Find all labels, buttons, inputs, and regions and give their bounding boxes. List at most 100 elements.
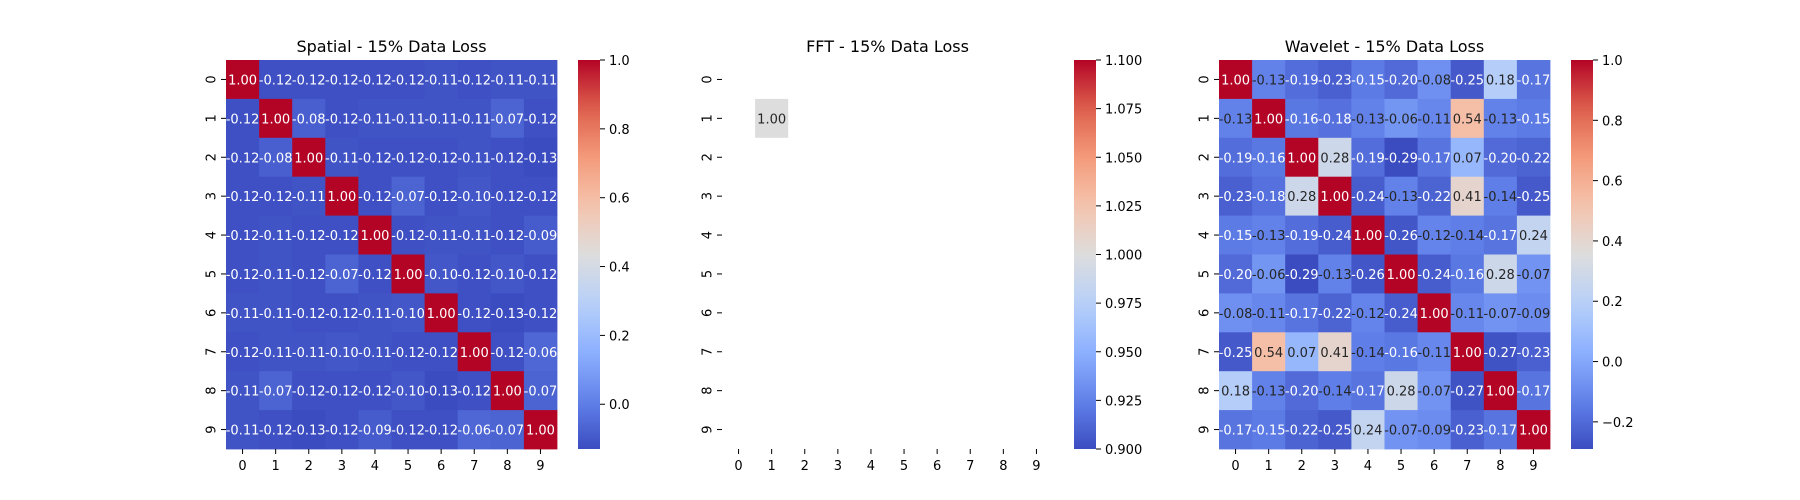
cell-label: -0.17 [1484, 424, 1518, 439]
cell-label: -0.12 [325, 112, 359, 127]
cell-label: -0.12 [325, 307, 359, 322]
colorbar-tick-label: 0.4 [1602, 235, 1623, 250]
heatmap-cell [1483, 60, 1518, 100]
cell-label: -0.22 [1285, 424, 1319, 439]
heatmap-cell [226, 176, 260, 216]
heatmap-cell [358, 60, 392, 100]
heatmap-cell [1417, 371, 1452, 411]
heatmap-cell [523, 176, 558, 216]
heatmap-cell [1219, 215, 1253, 255]
heatmap-cell [325, 137, 359, 178]
cell-label: -0.13 [1252, 73, 1286, 88]
heatmap-cell [490, 176, 525, 216]
cell-label: 0.54 [1254, 346, 1283, 361]
cell-label: -0.12 [424, 346, 458, 361]
heatmap-cell [358, 137, 392, 178]
cell-label: -0.23 [1318, 73, 1352, 88]
heatmap-cell [523, 137, 558, 178]
heatmap-cell [259, 371, 293, 411]
cell-label: -0.20 [1484, 151, 1518, 166]
cell-label: 1.00 [493, 385, 522, 400]
colorbar [1074, 60, 1096, 449]
heatmap-cell [1219, 293, 1253, 333]
heatmap-cell [490, 332, 525, 372]
heatmap-cell [325, 60, 359, 100]
heatmap-cell [1483, 293, 1518, 333]
cell-label: -0.17 [1417, 151, 1451, 166]
heatmap-cell [1384, 410, 1418, 450]
cell-label: -0.25 [1318, 424, 1352, 439]
cell-label: -0.22 [1318, 307, 1352, 322]
cell-label: 0.07 [1453, 151, 1482, 166]
heatmap-cell [1219, 176, 1253, 216]
y-tick-label: 2 [1198, 153, 1213, 161]
cell-label: -0.13 [491, 307, 525, 322]
cell-label: -0.12 [1351, 307, 1385, 322]
cell-label: -0.13 [1252, 385, 1286, 400]
cell-label: 1.00 [1254, 112, 1283, 127]
heatmap-cell [1219, 254, 1253, 294]
heatmap-cell [292, 371, 326, 411]
heatmap-cell [391, 215, 425, 255]
heatmap-cell [325, 332, 359, 372]
cell-label: -0.17 [1517, 73, 1551, 88]
x-tick-label: 3 [338, 459, 346, 474]
heatmap-cell [490, 215, 525, 255]
cell-label: 0.24 [1519, 229, 1548, 244]
cell-label: -0.11 [259, 229, 293, 244]
cell-label: -0.17 [1285, 307, 1319, 322]
cell-label: -0.12 [391, 73, 425, 88]
cell-label: -0.23 [1450, 424, 1484, 439]
heatmap-cell [1219, 410, 1253, 450]
cell-label: -0.12 [358, 73, 392, 88]
heatmap-cell [1252, 332, 1286, 372]
cell-label: 1.00 [1420, 307, 1449, 322]
x-tick-label: 8 [503, 459, 511, 474]
heatmap-cell [1450, 176, 1485, 216]
cell-label: -0.10 [391, 385, 425, 400]
cell-label: -0.11 [259, 346, 293, 361]
y-tick-label: 3 [205, 192, 220, 200]
cell-label: -0.19 [1285, 73, 1319, 88]
x-tick-label: 6 [437, 459, 445, 474]
cell-label: -0.12 [325, 229, 359, 244]
heatmap-cell [292, 60, 326, 100]
cell-label: -0.13 [1318, 268, 1352, 283]
cell-label: -0.10 [325, 346, 359, 361]
cell-label: -0.12 [457, 268, 491, 283]
heatmap-cell [1252, 254, 1286, 294]
heatmap-cell [1285, 215, 1319, 255]
heatmap-cell [226, 215, 260, 255]
heatmap-cell [259, 98, 293, 139]
heatmap-cell [1417, 215, 1452, 255]
x-tick-label: 5 [900, 459, 908, 474]
cell-label: -0.11 [259, 307, 293, 322]
heatmap-cell [1318, 176, 1352, 216]
heatmap-cell [325, 176, 359, 216]
heatmap-cell [1351, 98, 1385, 139]
heatmap-cell [391, 332, 425, 372]
cell-label: -0.11 [1417, 346, 1451, 361]
cell-label: -0.09 [358, 424, 392, 439]
heatmap-cell [1516, 137, 1551, 178]
heatmap-cell [226, 60, 260, 100]
heatmap-cell [424, 98, 459, 139]
colorbar-tick-label: 0.4 [609, 261, 630, 276]
cell-label: -0.22 [1517, 151, 1551, 166]
heatmap-cell [1483, 254, 1518, 294]
cell-label: -0.20 [1219, 268, 1253, 283]
cell-label: -0.11 [292, 346, 326, 361]
cell-label: -0.29 [1285, 268, 1319, 283]
heatmap-cell [523, 410, 558, 450]
cell-label: 1.00 [261, 112, 290, 127]
heatmap-cell [226, 254, 260, 294]
heatmap-cell [1285, 137, 1319, 178]
heatmap-cell [1318, 137, 1352, 178]
heatmap-cell [490, 137, 525, 178]
y-tick-label: 4 [701, 231, 716, 239]
cell-label: -0.11 [1417, 112, 1451, 127]
cell-label: 1.00 [757, 112, 786, 127]
colorbar [1571, 60, 1593, 449]
heatmap-cell [1417, 332, 1452, 372]
colorbar-tick-label: 1.025 [1105, 200, 1142, 215]
